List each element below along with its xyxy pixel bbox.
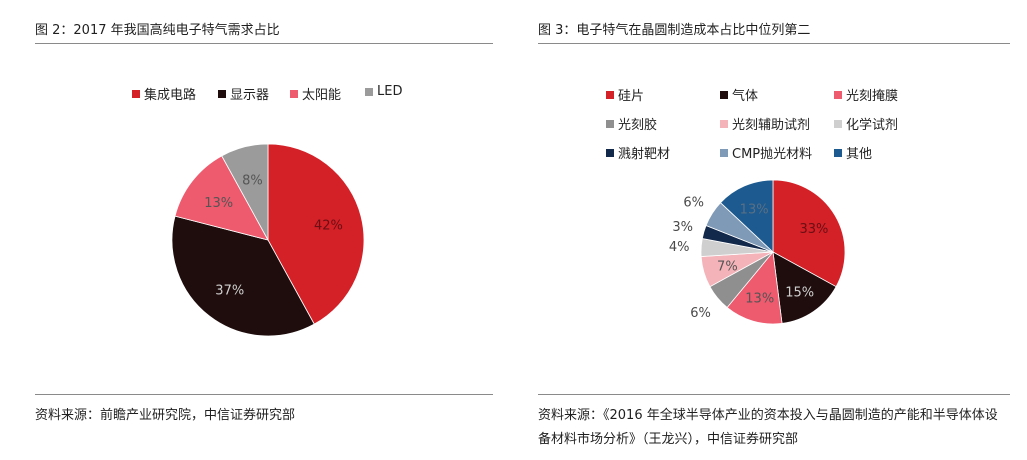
legend-item-1: 硅片 <box>606 85 644 104</box>
legend-item-7: 溅射靶材 <box>606 143 670 162</box>
pie-slice-2 <box>171 215 315 337</box>
figure-3-panel: 图 3：电子特气在晶圆制造成本占比中位列第二 硅片 气体 光刻掩膜光刻胶 光刻辅助试剂… <box>538 0 1010 460</box>
figure-2-source: 资料来源：前瞻产业研究院，中信证券研究部 <box>35 408 296 423</box>
legend-label: 显示器 <box>230 88 270 103</box>
pie-label-2: 15% <box>785 285 814 300</box>
figure-3-title: 图 3：电子特气在晶圆制造成本占比中位列第二 <box>538 23 811 38</box>
pie-slice-9 <box>719 179 774 253</box>
pie-slice-4 <box>221 143 269 241</box>
legend-item-3: 光刻掩膜 <box>834 85 898 104</box>
legend-label: CMP抛光材料 <box>732 147 813 162</box>
legend-label: 太阳能 <box>302 88 342 103</box>
legend-item-8: CMP抛光材料 <box>720 143 812 162</box>
pie-label-5: 7% <box>717 259 738 274</box>
figure-2-panel: 图 2：2017 年我国高纯电子特气需求占比 集成电路 显示器 太阳能 LED 42%… <box>35 0 493 460</box>
figure-2-title: 图 2：2017 年我国高纯电子特气需求占比 <box>35 23 280 38</box>
legend-swatch <box>834 90 842 99</box>
legend-item-3: 太阳能 <box>290 84 341 103</box>
legend-swatch <box>606 90 614 99</box>
figure-3-bottom-rule <box>538 394 1010 395</box>
legend-swatch <box>218 89 226 98</box>
pie-label-4: 6% <box>690 306 711 321</box>
legend-swatch <box>606 148 614 157</box>
legend-swatch <box>606 119 614 128</box>
legend-label: 光刻掩膜 <box>846 89 899 104</box>
legend-label: 其他 <box>846 147 873 162</box>
legend-label: 集成电路 <box>144 88 197 103</box>
figure-3-source: 资料来源：《2016 年全球半导体产业的资本投入与晶圆制造的产能和半导体体设备材… <box>538 408 998 447</box>
legend-swatch <box>720 148 728 157</box>
pie-slice-3 <box>174 155 269 241</box>
pie-label-3: 13% <box>204 196 233 211</box>
legend-label: 光刻胶 <box>618 118 658 133</box>
legend-label: 化学试剂 <box>846 118 899 133</box>
legend-swatch <box>365 87 373 96</box>
pie-label-1: 42% <box>314 218 343 233</box>
pie-slice-1 <box>772 179 846 288</box>
legend-swatch <box>720 90 728 99</box>
legend-swatch <box>720 119 728 128</box>
legend-item-4: 光刻胶 <box>606 114 657 133</box>
pie-label-8: 6% <box>683 196 704 211</box>
figure-2-bottom-rule <box>35 394 493 395</box>
pie-label-2: 37% <box>215 283 244 298</box>
legend-label: 溅射靶材 <box>618 147 671 162</box>
pie-label-9: 13% <box>740 202 769 217</box>
legend-item-1: 集成电路 <box>132 84 196 103</box>
legend-label: 气体 <box>732 89 759 104</box>
legend-item-4: LED <box>365 84 402 99</box>
legend-item-2: 显示器 <box>218 84 269 103</box>
pie-label-4: 8% <box>242 174 263 189</box>
pie-label-1: 33% <box>799 222 828 237</box>
pie-label-7: 3% <box>672 220 693 235</box>
legend-swatch <box>132 89 140 98</box>
figure-2-pie-chart: 42% 37% 13% 8% <box>171 143 365 337</box>
pie-slice-1 <box>267 143 365 325</box>
legend-item-5: 光刻辅助试剂 <box>720 114 810 133</box>
figure-3-top-rule <box>538 43 1010 44</box>
legend-swatch <box>834 119 842 128</box>
pie-label-3: 13% <box>745 292 774 307</box>
pie-label-6: 4% <box>669 240 690 255</box>
figure-2-top-rule <box>35 43 493 44</box>
legend-item-6: 化学试剂 <box>834 114 898 133</box>
legend-item-2: 气体 <box>720 85 758 104</box>
legend-swatch <box>834 148 842 157</box>
legend-swatch <box>290 89 298 98</box>
pie-slice-2 <box>772 251 837 324</box>
legend-item-9: 其他 <box>834 143 872 162</box>
figure-3-pie-chart: 33% 15% 13% 6% 7% 4% 3% 6% 13% <box>669 179 846 325</box>
pie-slice-3 <box>726 251 783 325</box>
legend-label: 光刻辅助试剂 <box>732 118 811 133</box>
legend-label: LED <box>377 84 403 99</box>
legend-label: 硅片 <box>618 89 645 104</box>
